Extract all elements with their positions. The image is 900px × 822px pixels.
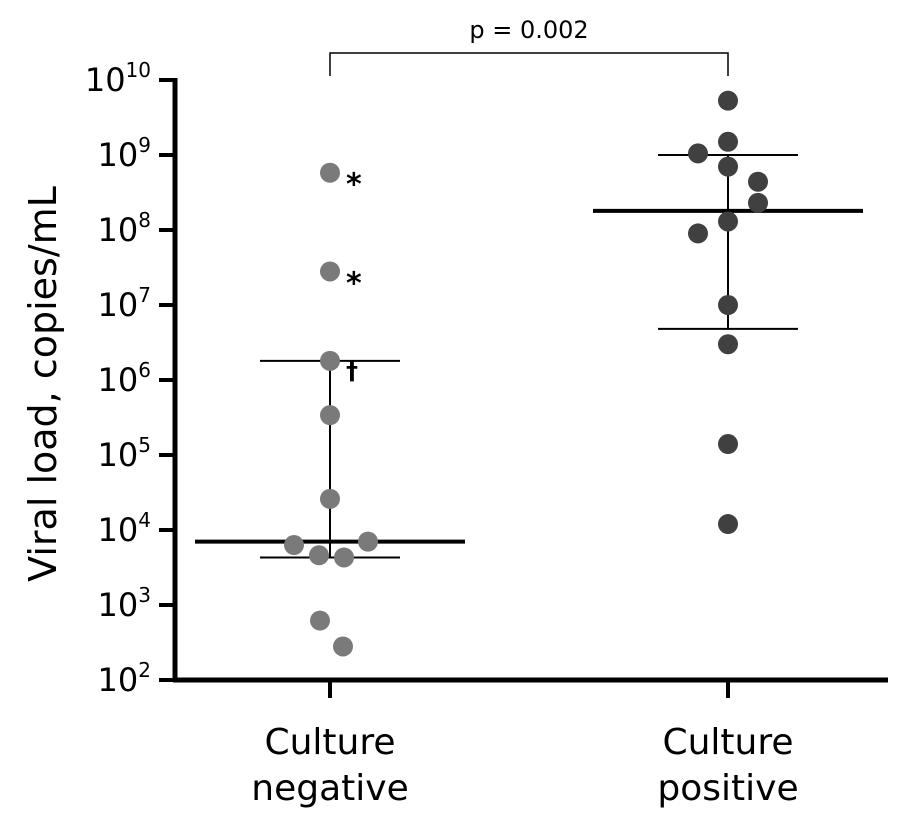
point-marker: * bbox=[346, 266, 362, 301]
y-tick-label: 102 bbox=[98, 658, 151, 699]
data-point bbox=[718, 295, 738, 315]
data-point bbox=[718, 434, 738, 455]
data-point bbox=[718, 211, 738, 232]
data-point bbox=[748, 171, 768, 192]
point-marker: † bbox=[346, 357, 358, 385]
data-point bbox=[320, 350, 340, 371]
data-point bbox=[718, 131, 738, 152]
y-tick-exponent: 7 bbox=[138, 283, 151, 307]
x-tick-label: Culture bbox=[264, 722, 395, 763]
y-tick-base: 10 bbox=[98, 286, 139, 324]
point-marker: * bbox=[346, 168, 362, 203]
y-tick-exponent: 3 bbox=[138, 583, 151, 607]
x-tick-label: Culture bbox=[662, 722, 793, 763]
y-tick-base: 10 bbox=[85, 61, 126, 99]
y-tick-exponent: 2 bbox=[138, 658, 151, 682]
summary-lines bbox=[195, 154, 863, 559]
y-tick-exponent: 6 bbox=[138, 358, 151, 382]
x-axis: Culture negative Culture positive bbox=[173, 677, 888, 809]
y-tick-label: 1010 bbox=[85, 58, 151, 99]
data-point bbox=[320, 261, 340, 282]
y-tick-exponent: 5 bbox=[138, 433, 151, 457]
data-point bbox=[358, 531, 378, 552]
data-point bbox=[718, 156, 738, 177]
y-tick-label: 108 bbox=[98, 208, 151, 249]
y-tick-base: 10 bbox=[98, 661, 139, 699]
x-tick-label: positive bbox=[657, 768, 798, 809]
data-point bbox=[688, 143, 708, 164]
y-tick-base: 10 bbox=[98, 586, 139, 624]
y-tick-exponent: 9 bbox=[138, 133, 151, 157]
data-points: * * † bbox=[284, 90, 768, 657]
data-point bbox=[748, 192, 768, 213]
y-axis-label: Viral load, copies/mL bbox=[21, 186, 65, 582]
y-tick-base: 10 bbox=[98, 511, 139, 549]
y-tick-label: 106 bbox=[98, 358, 151, 399]
data-point bbox=[718, 90, 738, 111]
y-tick-exponent: 10 bbox=[126, 58, 151, 82]
significance-bracket: p = 0.002 bbox=[329, 16, 729, 76]
data-point bbox=[320, 162, 340, 183]
data-point bbox=[718, 514, 738, 535]
y-tick-base: 10 bbox=[98, 211, 139, 249]
data-point bbox=[310, 610, 330, 631]
y-tick-base: 10 bbox=[98, 436, 139, 474]
y-tick-exponent: 4 bbox=[138, 508, 151, 532]
data-point bbox=[284, 535, 304, 556]
y-tick-label: 103 bbox=[98, 583, 151, 624]
data-point bbox=[320, 405, 340, 426]
data-point bbox=[688, 223, 708, 244]
y-tick-label: 109 bbox=[98, 133, 151, 174]
y-tick-exponent: 8 bbox=[138, 208, 151, 232]
y-tick-base: 10 bbox=[98, 136, 139, 174]
x-tick-label: negative bbox=[251, 768, 408, 809]
data-point bbox=[718, 334, 738, 355]
y-tick-base: 10 bbox=[98, 361, 139, 399]
data-point bbox=[334, 547, 354, 568]
data-point bbox=[320, 488, 340, 509]
bracket-line bbox=[329, 52, 729, 76]
y-tick-label: 105 bbox=[98, 433, 151, 474]
data-point bbox=[309, 545, 329, 566]
y-tick-label: 107 bbox=[98, 283, 151, 324]
y-tick-label: 104 bbox=[98, 508, 151, 549]
p-value-label: p = 0.002 bbox=[469, 16, 588, 44]
data-point bbox=[333, 636, 353, 657]
